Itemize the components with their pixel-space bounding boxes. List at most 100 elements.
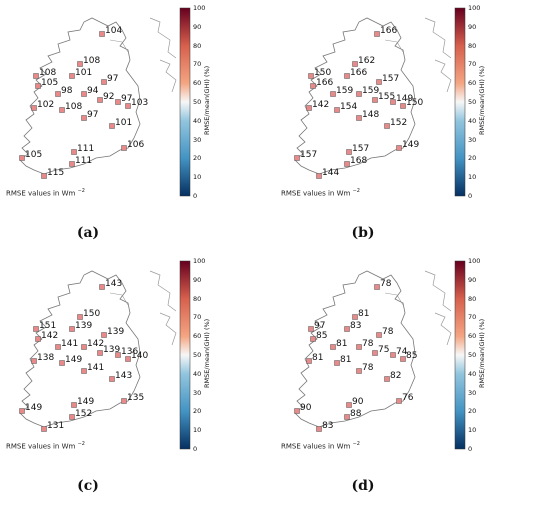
colorbar-tick: 0 [468, 445, 473, 453]
station-marker [334, 107, 340, 113]
station-value: 138 [37, 353, 54, 363]
colorbar [179, 260, 191, 450]
station-value: 131 [47, 421, 64, 431]
station-value: 85 [406, 351, 417, 361]
station-marker [41, 173, 47, 179]
station-marker [346, 402, 352, 408]
station-marker [356, 91, 362, 97]
ireland-coastline [294, 270, 416, 428]
station-value: 157 [382, 74, 399, 84]
colorbar-tick: 80 [468, 41, 477, 50]
station-value: 78 [362, 339, 374, 349]
station-marker [99, 284, 105, 290]
scotland-coastline [424, 17, 452, 93]
station-value: 105 [25, 150, 42, 160]
colorbar-tick: 20 [468, 407, 477, 416]
station-marker [59, 107, 65, 113]
station-value: 166 [316, 78, 333, 88]
station-value: 102 [37, 100, 54, 110]
colorbar-tick: 30 [468, 388, 477, 397]
colorbar-tick: 70 [193, 60, 202, 69]
panel-a: 104 108 108 101 97 105 98 94 92 97 103 102 108 97 101 1… [0, 0, 275, 253]
station-value: 108 [83, 56, 100, 66]
station-marker [121, 145, 127, 151]
colorbar [454, 7, 466, 197]
rmse-units-note: RMSE values in Wm −2 [6, 188, 85, 198]
colorbar-tick: 60 [193, 332, 202, 341]
station-value: 152 [75, 409, 92, 419]
station-value: 78 [362, 363, 374, 373]
station-value: 166 [350, 68, 367, 78]
ireland-coastline [294, 17, 416, 175]
station-marker [352, 61, 358, 67]
station-marker [115, 352, 121, 358]
station-marker [352, 314, 358, 320]
colorbar-tick: 10 [468, 173, 477, 182]
station-marker [344, 326, 350, 332]
station-marker [71, 149, 77, 155]
station-marker [115, 99, 121, 105]
station-value: 104 [105, 26, 122, 36]
panel-caption: (b) [351, 225, 375, 241]
station-marker [390, 352, 396, 358]
station-marker [69, 161, 75, 167]
station-value: 159 [336, 86, 353, 96]
station-value: 149 [396, 94, 413, 104]
station-value: 83 [350, 321, 361, 331]
station-marker [99, 31, 105, 37]
station-value: 78 [380, 279, 392, 289]
colorbar-tick: 40 [468, 369, 477, 378]
colorbar [454, 260, 466, 450]
colorbar-tick: 40 [193, 116, 202, 125]
panel-d: 78 81 97 83 78 85 81 78 75 74 85 81 81 78 82 76 90 90 88 83… [275, 253, 550, 506]
station-value: 76 [402, 393, 414, 403]
station-marker [374, 284, 380, 290]
station-marker [344, 73, 350, 79]
station-marker [310, 83, 316, 89]
station-marker [356, 344, 362, 350]
colorbar-tick: 50 [468, 351, 477, 359]
station-value: 108 [65, 102, 82, 112]
colorbar-tick: 20 [193, 154, 202, 163]
panel-b: 166 162 150 166 157 166 159 159 155 149 150 142 154 1… [275, 0, 550, 253]
station-marker [396, 145, 402, 151]
colorbar-tick: 10 [468, 426, 477, 435]
colorbar-tick: 100 [468, 257, 481, 265]
station-value: 75 [378, 345, 389, 355]
colorbar-tick: 80 [193, 41, 202, 50]
station-marker [97, 350, 103, 356]
station-value: 97 [314, 321, 325, 331]
scotland-coastline [424, 270, 452, 346]
station-value: 159 [362, 86, 379, 96]
station-marker [77, 314, 83, 320]
station-marker [306, 358, 312, 364]
station-marker [344, 161, 350, 167]
panel-caption: (c) [77, 478, 99, 494]
station-value: 78 [382, 327, 394, 337]
station-marker [97, 97, 103, 103]
rmse-units-note: RMSE values in Wm −2 [281, 188, 360, 198]
station-marker [19, 408, 25, 414]
station-value: 90 [300, 403, 312, 413]
station-value: 141 [87, 363, 104, 373]
station-value: 150 [314, 68, 331, 78]
border-line [384, 39, 404, 53]
station-marker [356, 115, 362, 121]
station-marker [55, 91, 61, 97]
station-marker [330, 344, 336, 350]
station-marker [390, 99, 396, 105]
station-value: 103 [131, 98, 148, 108]
colorbar-label: RMSE/mean(GHI) (%) [478, 65, 486, 135]
station-value: 82 [390, 371, 401, 381]
station-value: 101 [75, 68, 92, 78]
scotland-coastline [149, 270, 177, 346]
station-marker [330, 91, 336, 97]
station-value: 151 [39, 321, 56, 331]
station-value: 101 [115, 118, 132, 128]
colorbar-tick: 50 [468, 98, 477, 106]
colorbar-tick: 70 [468, 313, 477, 322]
station-marker [376, 79, 382, 85]
station-value: 135 [127, 393, 144, 403]
station-value: 106 [127, 140, 144, 150]
